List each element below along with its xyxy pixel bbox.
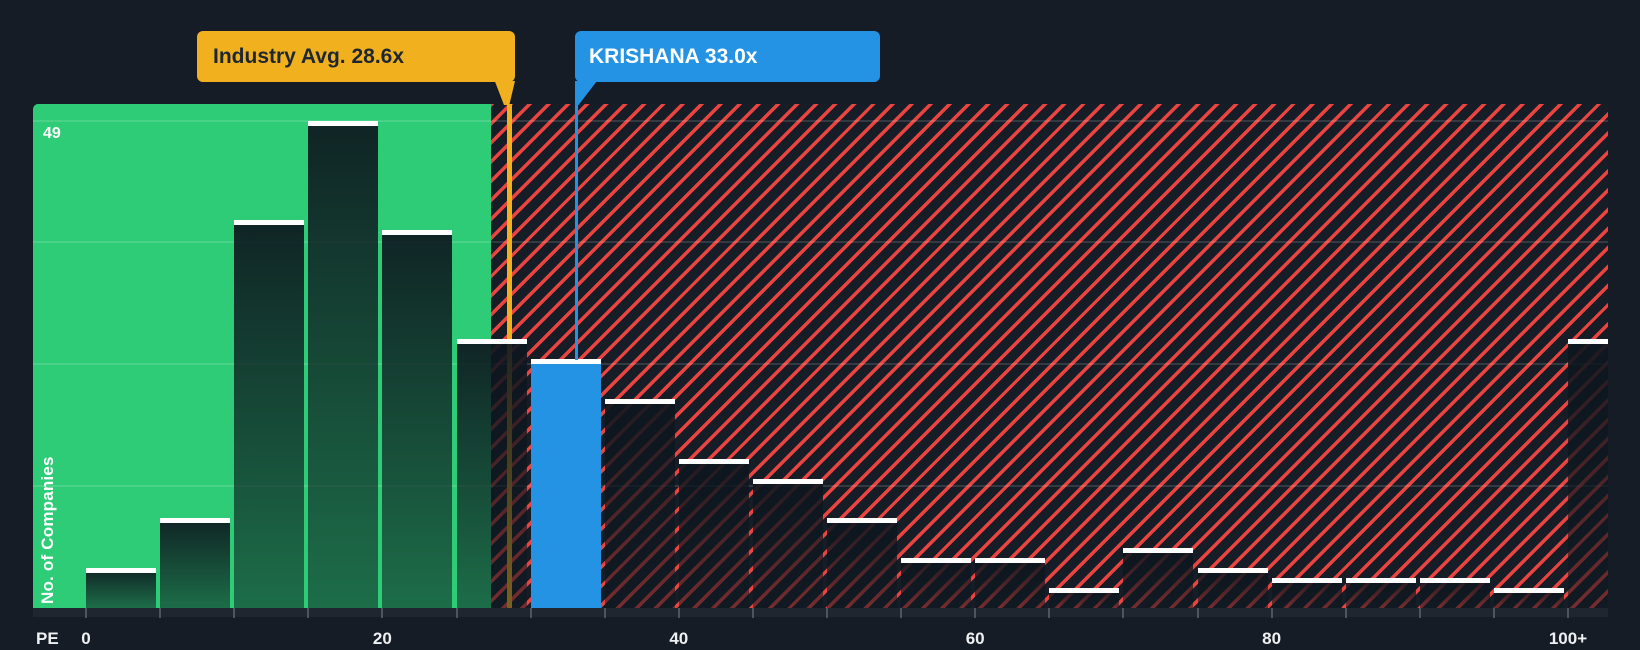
axis-tick: [1567, 608, 1569, 618]
y-axis-title: No. of Companies: [38, 456, 57, 604]
bar-top-cap: [827, 518, 898, 524]
company-flag-pointer: [575, 81, 597, 105]
histogram-bar[interactable]: [160, 518, 231, 608]
bar-top-cap: [456, 339, 527, 345]
x-axis-title: PE: [36, 629, 59, 648]
bar-top-cap: [234, 219, 305, 225]
axis-tick: [1270, 608, 1273, 618]
x-tick-label: 100+: [1548, 629, 1588, 648]
bar-top-cap: [1271, 578, 1342, 584]
axis-tick: [529, 608, 532, 618]
axis-tick: [307, 608, 310, 618]
axis-tick: [233, 608, 236, 618]
bar-top-cap: [752, 478, 823, 484]
histogram-bar[interactable]: [86, 568, 157, 608]
bar-top-cap: [308, 120, 379, 126]
company-marker-line: [575, 84, 578, 360]
axis-tick: [85, 608, 87, 618]
histogram-bar[interactable]: [382, 229, 453, 608]
axis-tick: [974, 608, 977, 618]
axis-tick: [1048, 608, 1051, 618]
gridline: [33, 363, 1608, 366]
histogram-bar[interactable]: [1419, 578, 1490, 608]
histogram-bar[interactable]: [1493, 588, 1564, 608]
axis-tick: [1344, 608, 1347, 618]
axis-tick: [1122, 608, 1125, 618]
histogram-bar[interactable]: [1271, 578, 1342, 608]
x-tick-label: 40: [669, 629, 689, 648]
bar-top-cap: [86, 568, 157, 574]
above-average-hatch-zone: [491, 104, 1608, 608]
bar-top-cap: [1197, 568, 1268, 574]
histogram-bar[interactable]: [234, 219, 305, 608]
bar-top-cap: [382, 229, 453, 235]
axis-tick: [751, 608, 754, 618]
histogram-bar[interactable]: [678, 458, 749, 608]
histogram-bar[interactable]: [1123, 548, 1194, 608]
axis-tick: [603, 608, 606, 618]
axis-tick: [455, 608, 458, 618]
histogram-bar[interactable]: [1197, 568, 1268, 608]
histogram-bar[interactable]: [827, 518, 898, 608]
bar-top-cap: [1419, 578, 1490, 584]
x-tick-label: 0: [81, 629, 91, 648]
bar-top-cap: [160, 518, 231, 524]
axis-tick: [1196, 608, 1199, 618]
histogram-bar[interactable]: [1345, 578, 1416, 608]
industry-avg-flag-label: Industry Avg. 28.6x: [213, 45, 405, 68]
x-axis-strip: [33, 608, 1608, 617]
axis-tick: [826, 608, 828, 618]
x-tick-label: 80: [1262, 629, 1282, 648]
bar-top-cap: [1049, 588, 1120, 594]
histogram-bar[interactable]: [1049, 588, 1120, 608]
histogram-bar[interactable]: [1568, 339, 1608, 608]
bar-top-cap: [1493, 588, 1564, 594]
gridline: [33, 241, 1608, 244]
histogram-bar[interactable]: [456, 339, 527, 608]
x-tick-label: 20: [372, 629, 392, 648]
axis-tick: [159, 608, 162, 618]
company-flag[interactable]: KRISHANA 33.0x: [575, 31, 880, 82]
bar-top-cap: [975, 558, 1046, 564]
axis-tick: [381, 608, 384, 618]
bar-top-cap: [678, 458, 749, 464]
bar-top-cap: [530, 359, 601, 365]
axis-tick: [900, 608, 903, 618]
histogram-bar[interactable]: [752, 478, 823, 608]
industry-avg-flag[interactable]: Industry Avg. 28.6x: [197, 31, 515, 82]
x-tick-label: 60: [965, 629, 985, 648]
axis-tick: [1418, 608, 1421, 618]
histogram-bar[interactable]: [604, 399, 675, 608]
axis-tick: [677, 608, 680, 618]
industry-avg-flag-pointer: [494, 81, 515, 105]
gridline: [33, 119, 1608, 122]
bar-top-cap: [604, 399, 675, 405]
company-flag-label: KRISHANA 33.0x: [589, 45, 758, 68]
bar-top-cap: [901, 558, 972, 564]
histogram-bar-company[interactable]: [530, 359, 601, 608]
axis-tick: [1492, 608, 1495, 618]
bar-top-cap: [1568, 339, 1608, 345]
histogram-bar[interactable]: [901, 558, 972, 608]
histogram-bar[interactable]: [975, 558, 1046, 608]
bar-top-cap: [1123, 548, 1194, 554]
bar-top-cap: [1345, 578, 1416, 584]
y-max-count-label: 49: [43, 125, 61, 142]
histogram-bar[interactable]: [308, 120, 379, 608]
